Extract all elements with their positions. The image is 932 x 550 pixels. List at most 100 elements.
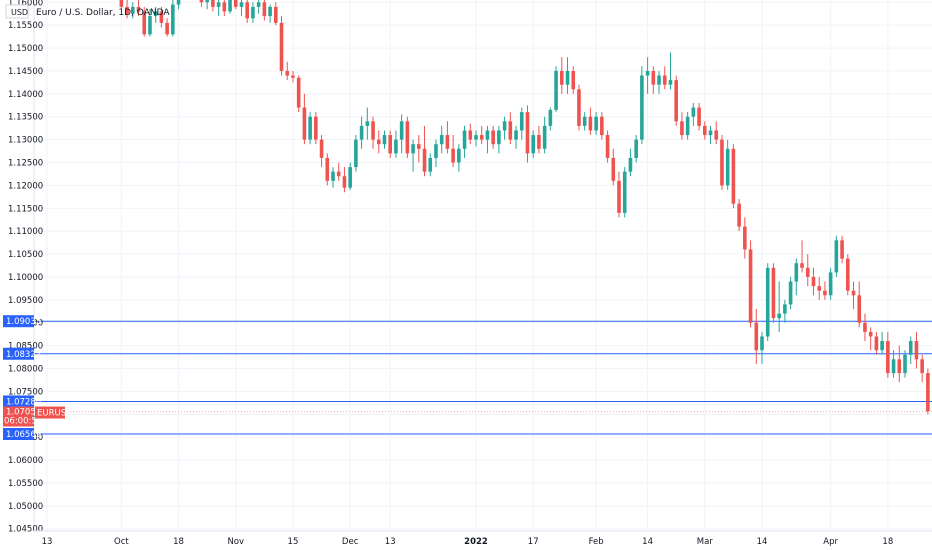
- candle-body: [525, 112, 530, 154]
- candle-body: [868, 331, 873, 337]
- candle-body: [354, 139, 358, 168]
- hline-price-badge: [3, 315, 34, 328]
- candle-body: [857, 295, 862, 323]
- candle-body: [920, 359, 924, 374]
- x-axis[interactable]: 13Oct18Nov15Dec13202217Feb14Mar14Apr18Ma…: [34, 530, 932, 547]
- candle-body: [691, 107, 696, 117]
- last-price-badge: [3, 406, 34, 427]
- candle-body: [640, 75, 644, 140]
- candle-body: [359, 125, 364, 140]
- candle-body: [823, 290, 827, 296]
- candle-body: [479, 135, 484, 140]
- candle-body: [926, 373, 930, 412]
- x-tick-label: Dec: [342, 537, 359, 547]
- candle-body: [760, 336, 764, 351]
- candle-body: [422, 148, 427, 172]
- candle-body: [903, 354, 907, 374]
- x-tick-label: Feb: [589, 537, 604, 547]
- y-tick-label: 1.10500: [8, 250, 43, 260]
- y-tick-label: 1.07500: [8, 387, 43, 397]
- x-tick-label: 15: [288, 537, 299, 547]
- y-axis[interactable]: 1.045001.050001.055001.060001.065001.070…: [8, 0, 43, 535]
- candle-body: [211, 0, 215, 7]
- candle-body: [274, 6, 278, 23]
- y-tick-label: 1.04500: [8, 525, 43, 535]
- y-tick-label: 1.06000: [8, 456, 43, 466]
- candle-body: [783, 304, 787, 314]
- candle-body: [239, 2, 244, 7]
- hline-price-label: 1.06569: [6, 430, 41, 440]
- y-tick-label: 1.13000: [8, 136, 43, 146]
- candle-body: [571, 70, 576, 90]
- candle-body: [708, 130, 713, 136]
- candle-body: [537, 135, 541, 149]
- candle-body: [176, 0, 181, 5]
- candle-body: [594, 116, 598, 131]
- candle-body: [611, 157, 616, 181]
- y-tick-label: 1.10000: [8, 273, 43, 283]
- candle-body: [834, 240, 839, 273]
- y-tick-label: 1.16000: [8, 0, 43, 8]
- candle-body: [279, 22, 284, 71]
- candle-body: [771, 267, 776, 319]
- candle-body: [245, 2, 249, 19]
- symbol-badge: [35, 406, 65, 419]
- candle-body: [222, 2, 227, 12]
- y-tick-label: 1.12000: [8, 181, 43, 191]
- candle-body: [577, 89, 581, 126]
- x-tick-label: 18: [173, 537, 184, 547]
- candle-body: [846, 258, 850, 291]
- x-tick-label: 14: [757, 537, 768, 547]
- candle-body: [342, 176, 347, 188]
- candle-body: [314, 116, 318, 140]
- candle-body: [502, 121, 507, 131]
- candle-body: [268, 6, 272, 17]
- candle-body: [434, 144, 438, 158]
- candle-body: [308, 116, 312, 140]
- x-tick-label: 17: [528, 537, 539, 547]
- x-tick-label: 18: [882, 537, 893, 547]
- candle-body: [840, 240, 844, 259]
- candle-body: [405, 121, 410, 154]
- hline-price-badge: [3, 428, 34, 441]
- candle-body: [251, 6, 255, 19]
- candle-body: [645, 70, 650, 76]
- candle-body: [491, 130, 495, 145]
- candle-body: [880, 341, 884, 351]
- candle-body: [388, 135, 392, 154]
- y-tick-label: 1.13500: [8, 113, 43, 123]
- candle-body: [811, 276, 816, 287]
- candle-body: [262, 2, 267, 17]
- candle-body: [428, 157, 433, 172]
- candle-body: [800, 263, 804, 268]
- candle-body: [668, 80, 673, 85]
- candle-body: [131, 6, 135, 14]
- candle-body: [148, 16, 152, 35]
- candle-body: [662, 75, 667, 85]
- candle-body: [908, 341, 913, 355]
- candle-body: [285, 70, 290, 76]
- horizontal-lines[interactable]: [34, 320, 932, 435]
- candle-body: [205, 0, 209, 3]
- candle-body: [417, 144, 421, 149]
- candle-body: [319, 139, 324, 158]
- price-badges: 1.09033 1.08322 1.07280 1.06569 1.0705706:00…: [3, 315, 73, 441]
- candle-body: [605, 135, 610, 158]
- y-tick-label: 1.05000: [8, 502, 43, 512]
- y-tick-label: 1.05500: [8, 479, 43, 489]
- candle-body: [674, 80, 678, 122]
- y-tick-label: 1.11500: [8, 204, 43, 214]
- currency-label: USD: [11, 8, 28, 17]
- x-tick-label: Mar: [697, 537, 714, 547]
- candle-body: [445, 135, 450, 149]
- y-tick-label: 1.15500: [8, 21, 43, 31]
- candle-body: [657, 75, 661, 85]
- candle-body: [680, 121, 684, 136]
- candle-body: [233, 0, 238, 7]
- candle-body: [805, 267, 810, 277]
- candle-body: [376, 139, 381, 145]
- candle-body: [588, 116, 593, 131]
- candle-body: [897, 359, 902, 374]
